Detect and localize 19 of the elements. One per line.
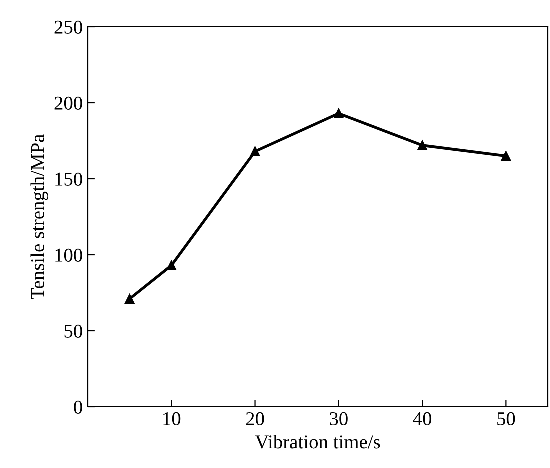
point [334,108,344,118]
point [166,260,176,270]
x-tick-label: 40 [413,412,432,426]
point [418,140,428,150]
y-tick-label: 250 [54,20,82,34]
point [250,146,260,156]
point [501,151,512,162]
y-tick-label: 200 [54,96,82,110]
x-axis-title: Vibration time/s [255,435,380,449]
y-tick-label: 150 [56,172,82,186]
point [124,294,135,304]
x-tick-label: 10 [164,412,181,426]
x-tick-label: 20 [246,412,264,426]
y-tick-label: 100 [56,248,82,262]
y-axis-title: Tensile strength/MPa [30,134,48,300]
x-tick-label: 50 [498,412,516,426]
x-tick-label: 30 [330,412,348,426]
y-tick-label: 50 [64,324,82,338]
y-tick-label: 0 [74,400,82,414]
